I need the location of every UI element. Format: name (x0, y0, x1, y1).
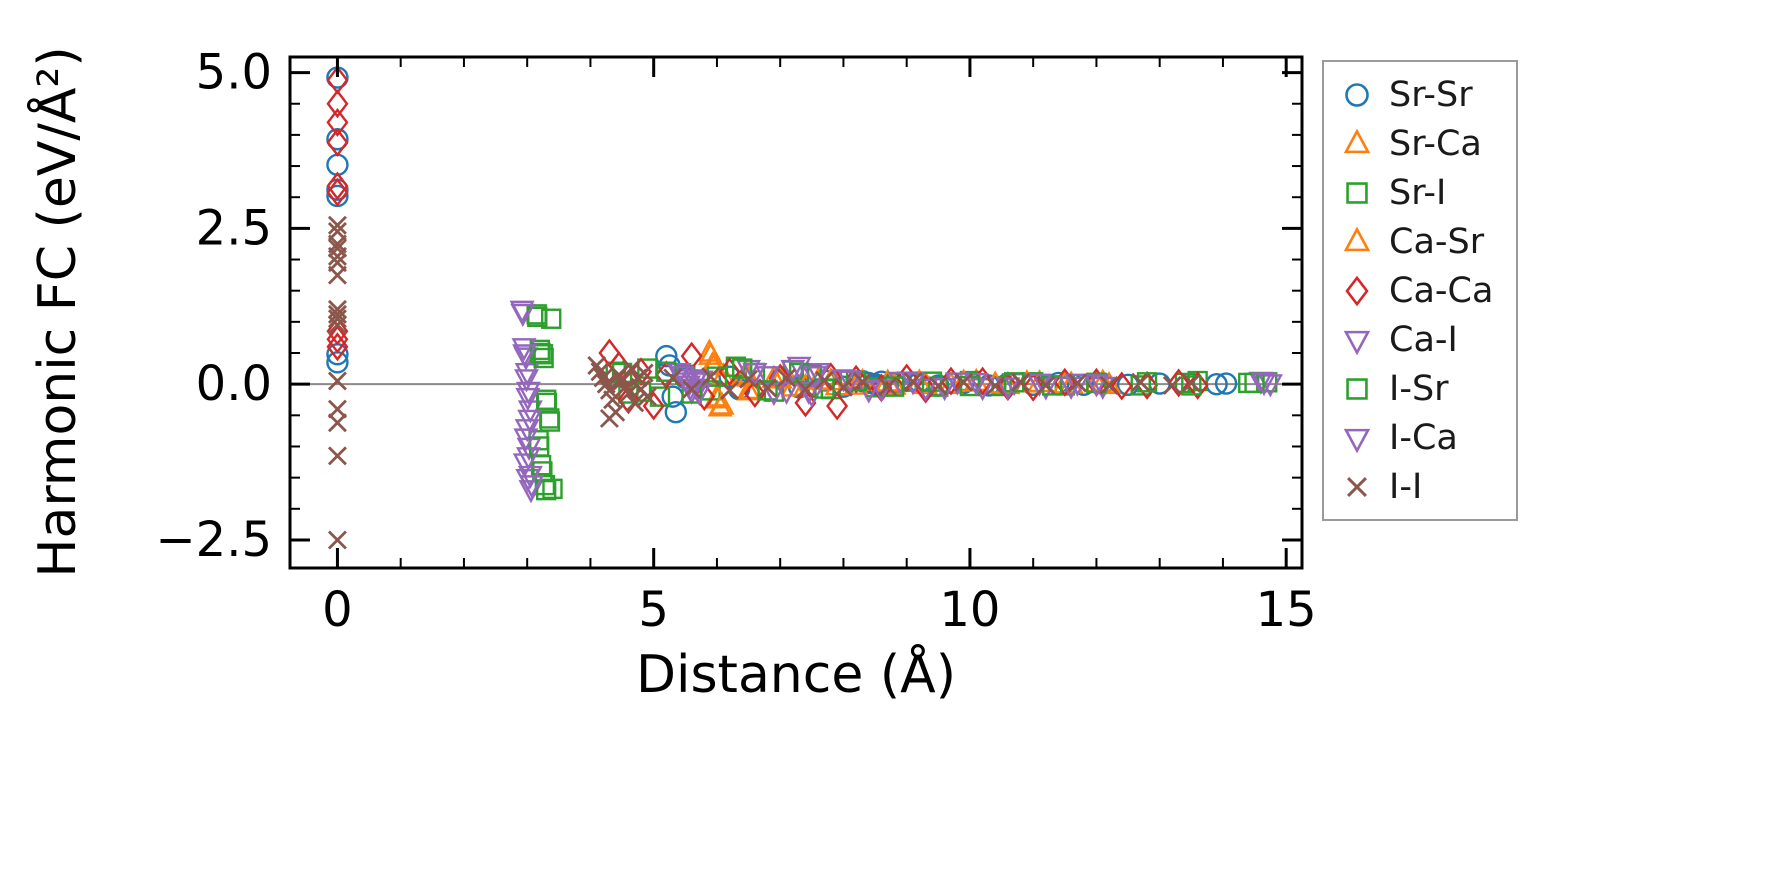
legend-item-I-Sr: I-Sr (1338, 364, 1502, 413)
legend-item-Ca-I: Ca-I (1338, 315, 1502, 364)
legend: Sr-Sr Sr-Ca Sr-I Ca-Sr Ca-Ca Ca-I I-Sr I-Ca I-I (1322, 60, 1518, 521)
legend-label: Sr-Sr (1389, 74, 1473, 115)
legend-label: Sr-Ca (1389, 123, 1482, 164)
x-axis-label: Distance (Å) (635, 645, 957, 705)
legend-item-I-I: I-I (1338, 462, 1502, 511)
circle-marker-icon (1345, 82, 1369, 107)
series-I-Ca (510, 303, 1277, 499)
y-tick-label: −2.5 (155, 512, 272, 568)
diamond-marker-icon (1345, 275, 1369, 306)
x-marker-icon (1347, 476, 1367, 497)
legend-item-Sr-Ca: Sr-Ca (1338, 119, 1502, 168)
y-tick-label: 2.5 (196, 200, 272, 256)
legend-label: Ca-I (1389, 319, 1458, 360)
x-tick-label: 0 (322, 582, 353, 638)
y-axis-label: Harmonic FC (eV/Å²) (28, 46, 88, 578)
square-marker-icon (1346, 181, 1368, 204)
y-tick-label: 0.0 (196, 356, 272, 412)
square-marker-icon (1346, 377, 1368, 400)
axis-ticks (290, 57, 1302, 568)
x-tick-label: 10 (939, 582, 1000, 638)
x-tick-label: 15 (1256, 582, 1317, 638)
legend-label: Sr-I (1389, 172, 1447, 213)
triangle-down-marker-icon (1343, 330, 1371, 355)
y-tick-label: 5.0 (196, 45, 272, 101)
legend-item-Ca-Sr: Ca-Sr (1338, 217, 1502, 266)
x-tick-label: 5 (638, 582, 669, 638)
triangle-up-marker-icon (1343, 128, 1371, 153)
triangle-up-marker-icon (1343, 226, 1371, 251)
series-Ca-Ca (326, 65, 1209, 421)
legend-label: Ca-Sr (1389, 221, 1485, 262)
legend-label: Ca-Ca (1389, 270, 1494, 311)
triangle-down-marker-icon (1343, 428, 1371, 453)
legend-label: I-Sr (1389, 368, 1449, 409)
legend-label: I-I (1389, 466, 1423, 507)
series-I-I (327, 215, 1201, 550)
legend-item-Sr-I: Sr-I (1338, 168, 1502, 217)
legend-item-I-Ca: I-Ca (1338, 413, 1502, 462)
legend-item-Sr-Sr: Sr-Sr (1338, 70, 1502, 119)
plot-border (288, 55, 1304, 570)
legend-item-Ca-Ca: Ca-Ca (1338, 266, 1502, 315)
legend-label: I-Ca (1389, 417, 1458, 458)
